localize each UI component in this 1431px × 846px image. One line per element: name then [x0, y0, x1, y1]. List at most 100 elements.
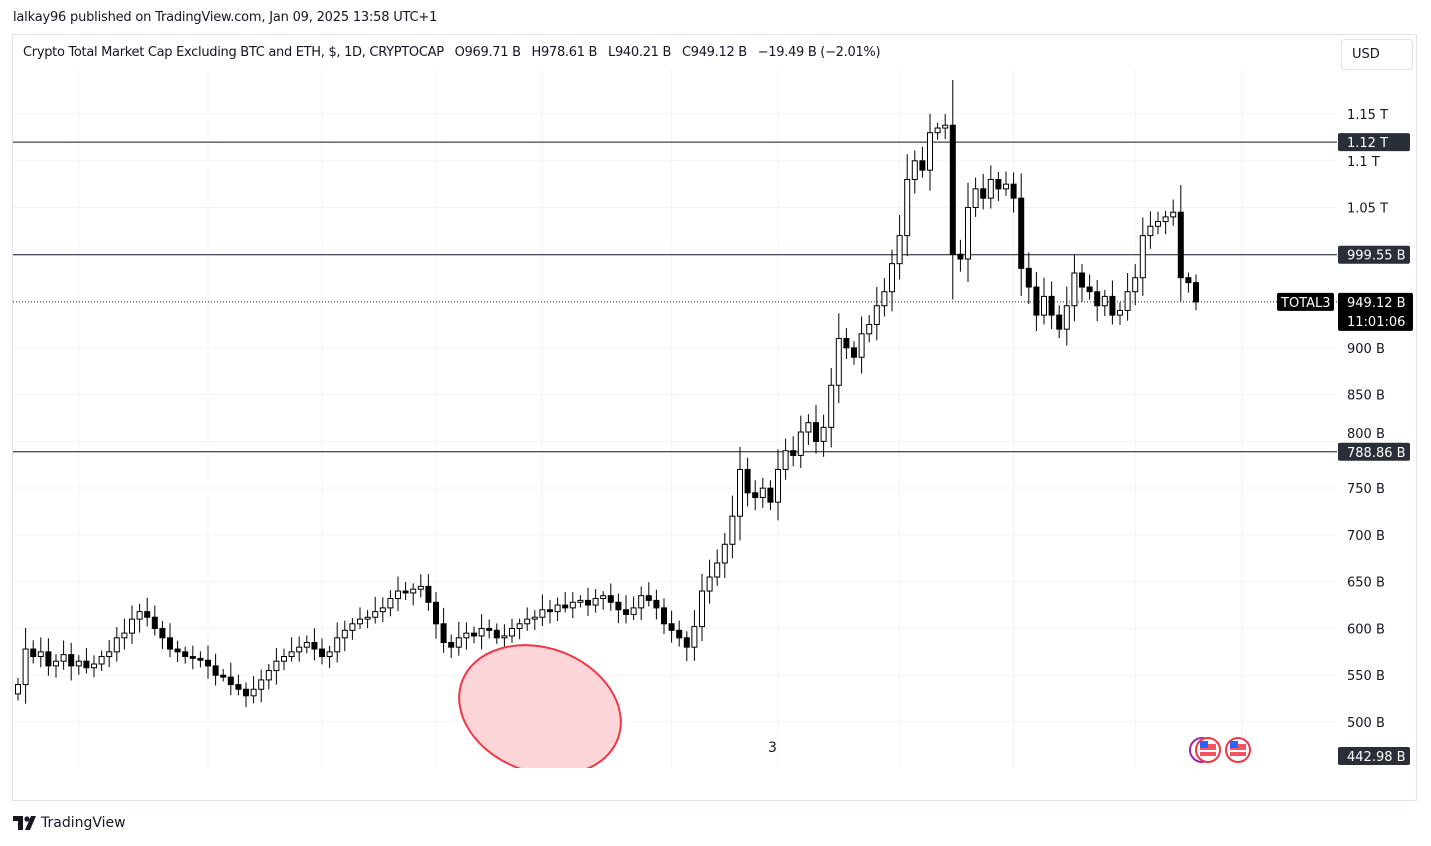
candle-up	[972, 188, 979, 209]
bar-countdown: 11:01:06	[1347, 315, 1405, 330]
candle-down	[1056, 314, 1063, 330]
price-tick-label: 900 B	[1347, 342, 1385, 357]
candle-up	[417, 585, 424, 590]
candle-up	[288, 651, 295, 658]
last-price-label: 949.12 B	[1347, 296, 1406, 311]
candle-up	[630, 607, 637, 615]
candle-up	[273, 660, 280, 672]
candle-down	[980, 188, 987, 199]
candle-down	[486, 627, 493, 631]
candle-up	[516, 623, 523, 629]
candle-down	[471, 632, 477, 637]
candle-down	[30, 648, 37, 658]
candle-up	[820, 426, 827, 442]
horizontal-lines	[13, 141, 1337, 453]
candle-up	[296, 646, 303, 653]
candle-down	[167, 637, 173, 650]
candle-down	[319, 648, 325, 658]
candle-down	[585, 599, 591, 606]
candle-down	[159, 627, 166, 639]
candle-down	[220, 674, 227, 678]
candle-up	[379, 607, 386, 613]
price-tick-label: 1.1 T	[1347, 155, 1380, 170]
candles	[15, 79, 1199, 708]
candle-up	[737, 468, 743, 517]
candle-up	[91, 663, 97, 669]
price-tick-label: 550 B	[1347, 669, 1385, 684]
economic-event-flags-icon[interactable]	[1189, 737, 1221, 763]
currency-button[interactable]: USD	[1341, 39, 1413, 70]
candle-up	[281, 656, 287, 662]
candle-up	[106, 651, 113, 658]
candle-up	[775, 468, 781, 503]
candle-down	[843, 337, 850, 349]
time-axis-bg	[13, 768, 1337, 800]
ohlc-high: H978.61 B	[531, 45, 598, 60]
candle-up	[524, 618, 531, 625]
candle-up	[1162, 216, 1169, 223]
candle-down	[767, 487, 774, 503]
candle-down	[1086, 286, 1093, 293]
candle-up	[113, 637, 120, 653]
candle-up	[592, 598, 599, 606]
candle-down	[653, 599, 660, 609]
candle-up	[858, 333, 865, 358]
candle-up	[509, 627, 515, 637]
candle-up	[341, 629, 348, 639]
candle-down	[448, 641, 455, 648]
candle-up	[866, 323, 873, 335]
candle-down	[1033, 286, 1040, 316]
candle-down	[144, 611, 151, 618]
candle-up	[129, 618, 135, 634]
candle-up	[942, 124, 949, 129]
candle-down	[995, 178, 1002, 190]
candle-up	[136, 611, 143, 620]
candle-down	[1193, 282, 1199, 303]
price-tick-label: 650 B	[1347, 576, 1385, 591]
candle-up	[1117, 309, 1123, 316]
price-tick-label: 500 B	[1347, 716, 1385, 731]
candle-up	[1147, 225, 1154, 237]
candle-up	[729, 515, 736, 545]
candle-down	[151, 616, 158, 629]
candle-up	[881, 291, 888, 307]
candle-down	[615, 601, 622, 611]
symbol-legend: Crypto Total Market Cap Excluding BTC an…	[23, 45, 887, 60]
annotation-text: 3	[768, 740, 777, 756]
candle-up	[987, 178, 994, 199]
candle-up	[53, 660, 59, 667]
symbol-tag: TOTAL3	[1280, 296, 1331, 311]
candle-up	[357, 618, 363, 625]
price-tick-label: 800 B	[1347, 427, 1385, 442]
price-line-label-bg	[1338, 133, 1410, 152]
candle-up	[835, 337, 842, 386]
candle-up	[1124, 291, 1131, 311]
candle-down	[661, 607, 667, 625]
publish-info: lalkay96 published on TradingView.com, J…	[13, 10, 438, 25]
candle-up	[706, 576, 713, 592]
candle-up	[699, 590, 705, 628]
candle-up	[501, 635, 508, 639]
candle-up	[828, 384, 835, 428]
candle-up	[904, 178, 911, 237]
tradingview-logo-icon	[13, 816, 36, 830]
candle-up	[782, 450, 789, 470]
footer-brand[interactable]: TradingView	[13, 815, 126, 831]
candle-up	[1071, 272, 1078, 307]
candle-up	[1003, 183, 1009, 190]
candle-up	[349, 623, 356, 631]
candle-down	[1079, 272, 1085, 288]
candle-up	[554, 604, 561, 613]
candle-up	[1101, 295, 1108, 307]
candle-down	[227, 676, 234, 686]
economic-event-flag-icon[interactable]	[1225, 737, 1251, 763]
candle-down	[205, 659, 211, 667]
candle-up	[600, 595, 607, 600]
candle-down	[402, 590, 409, 594]
candle-down	[1177, 211, 1184, 279]
candle-up	[258, 679, 265, 690]
candle-down	[645, 595, 652, 601]
symbol-title: Crypto Total Market Cap Excluding BTC an…	[23, 45, 444, 60]
candle-up	[691, 626, 698, 648]
